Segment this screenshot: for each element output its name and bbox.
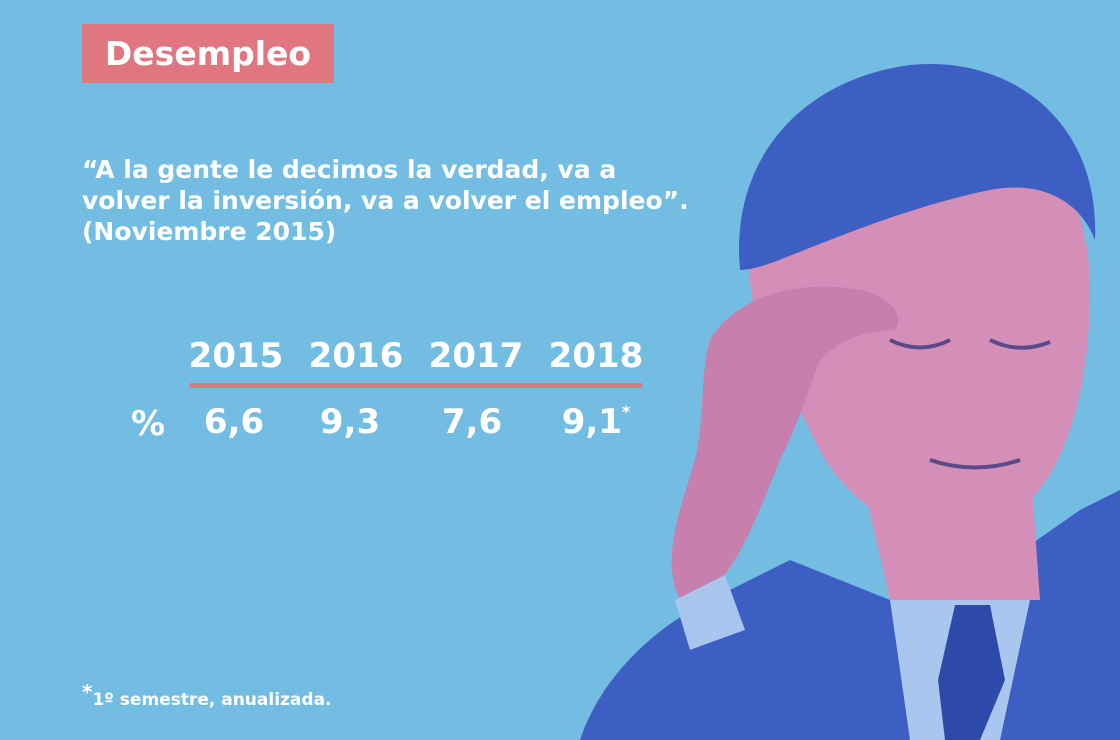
year-2018: 2018	[548, 336, 644, 376]
year-2015: 2015	[188, 336, 284, 376]
value-2018-number: 9,1	[561, 402, 622, 442]
photo-suit	[580, 490, 1120, 740]
header-underline	[190, 383, 642, 388]
value-2016: 9,3	[319, 402, 381, 442]
unemployment-table: 2015 2016 2017 2018 % 6,6 9,3 7,6 9,1*	[0, 0, 700, 480]
row-label-percent: %	[131, 404, 166, 444]
photo-mouth	[929, 458, 1021, 470]
photo-tie	[938, 605, 1005, 740]
value-2017: 7,6	[441, 402, 503, 442]
footnote: *1º semestre, anualizada.	[82, 680, 332, 710]
quote-line-3: (Noviembre 2015)	[82, 217, 337, 246]
quote: “A la gente le decimos la verdad, va a v…	[82, 154, 722, 247]
value-2018-asterisk: *	[621, 401, 631, 421]
quote-line-2: volver la inversión, va a volver el empl…	[82, 186, 689, 215]
photo-sleeve	[660, 630, 770, 740]
title-label: Desempleo	[82, 24, 334, 83]
quote-line-1: “A la gente le decimos la verdad, va a	[82, 155, 617, 184]
year-2017: 2017	[428, 336, 524, 376]
title-text: Desempleo	[104, 34, 312, 73]
value-2015: 6,6	[203, 402, 265, 442]
photo-man-hand-on-forehead	[580, 63, 1120, 740]
photo-hand	[671, 286, 899, 600]
footnote-marker: *	[82, 680, 93, 704]
footnote-text: 1º semestre, anualizada.	[92, 690, 332, 710]
year-2016: 2016	[308, 336, 404, 376]
photo-hair	[739, 63, 1096, 271]
photo-cuff	[675, 575, 745, 650]
value-2018: 9,1*	[546, 402, 646, 442]
photo-eyes	[889, 338, 1051, 350]
